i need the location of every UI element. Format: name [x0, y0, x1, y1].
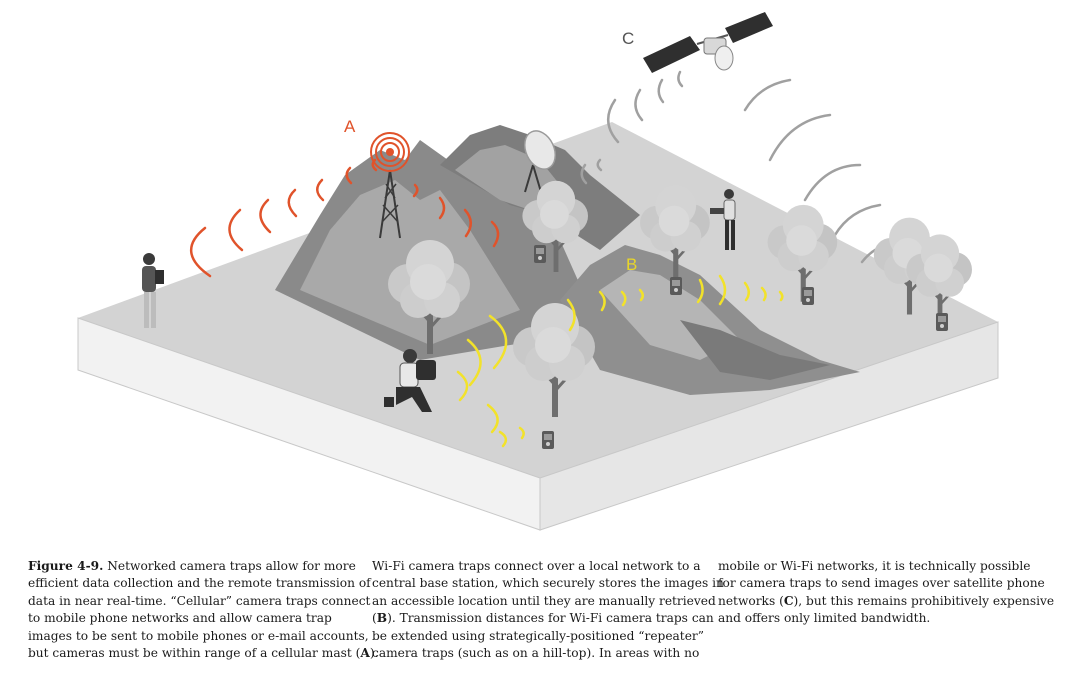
caption-text: for camera traps to send images over sat… — [718, 576, 1045, 591]
cellular-signal-arcs — [189, 158, 500, 278]
caption-text: ), but this remains prohibitively expens… — [793, 593, 1055, 608]
camera-trap — [534, 245, 546, 263]
caption-ref-a: A — [360, 646, 370, 661]
caption-column-3: mobile or Wi-Fi networks, it is technica… — [718, 558, 1055, 628]
caption-text: Networked camera traps allow for more — [103, 559, 356, 573]
caption-column-2: Wi-Fi camera traps connect over a local … — [372, 558, 724, 662]
caption-text: ( — [372, 611, 377, 626]
figure-number: Figure 4-9. — [28, 559, 104, 573]
caption-text: networks ( — [718, 593, 784, 608]
base-station-dish — [524, 130, 556, 193]
caption-ref-c: C — [783, 593, 794, 608]
caption-text: data in near real-time. “Cellular” camer… — [28, 593, 371, 608]
camera-trap — [670, 277, 682, 295]
caption-text: be extended using strategically-position… — [372, 628, 704, 643]
camera-trap — [802, 287, 814, 305]
satellite — [643, 12, 773, 73]
caption-text: Wi-Fi camera traps connect over a local … — [372, 559, 701, 573]
caption-text: ). Transmission distances for Wi-Fi came… — [387, 611, 714, 626]
caption-text: central base station, which securely sto… — [372, 576, 724, 591]
person-with-laptop — [710, 189, 736, 250]
caption-text: efficient data collection and the remote… — [28, 576, 371, 591]
cellular-mast — [370, 132, 410, 239]
caption-text: and offers only limited bandwidth. — [718, 611, 931, 626]
label-b: B — [626, 255, 637, 274]
person-kneeling — [384, 349, 436, 412]
caption-text: to mobile phone networks and allow camer… — [28, 611, 332, 626]
label-a: A — [344, 117, 356, 136]
person-with-phone — [142, 253, 164, 328]
wifi-signal-arcs — [456, 274, 784, 448]
networked-camera-trap-illustration: A C — [77, 12, 999, 531]
caption-text: but cameras must be within range of a ce… — [28, 646, 361, 661]
caption-ref-b: B — [376, 611, 388, 626]
camera-trap — [542, 431, 554, 449]
caption-text: mobile or Wi-Fi networks, it is technica… — [718, 559, 1031, 573]
label-c: C — [622, 29, 634, 48]
caption-text: images to be sent to mobile phones or e-… — [28, 628, 369, 643]
caption-text: camera traps (such as on a hill-top). In… — [372, 646, 700, 661]
caption-column-1: Figure 4-9. Networked camera traps allow… — [28, 558, 378, 662]
caption-text: ). — [369, 646, 379, 661]
caption-text: an accessible location until they are ma… — [372, 593, 716, 608]
camera-trap — [936, 313, 948, 331]
